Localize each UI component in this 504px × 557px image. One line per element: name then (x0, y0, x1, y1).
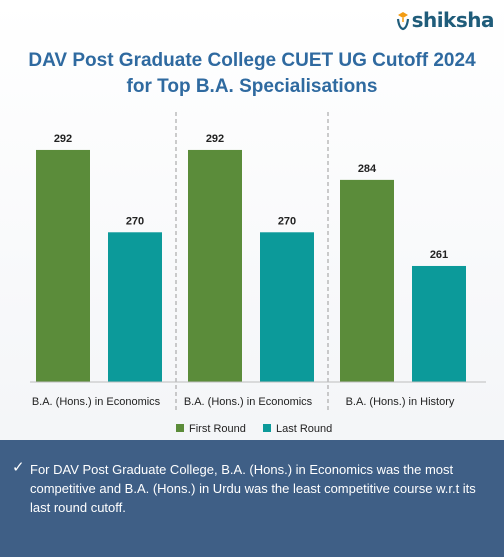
data-label-first-round-3: 284 (358, 163, 377, 175)
bar-last-round-2 (260, 232, 314, 382)
category-label-3: B.A. (Hons.) in History (346, 396, 455, 408)
bar-chart: 292 270 B.A. (Hons.) in Economics 292 270 B.A… (30, 112, 486, 435)
category-label-1: B.A. (Hons.) in Economics (32, 396, 161, 408)
category-label-2: B.A. (Hons.) in Economics (184, 396, 313, 408)
data-label-last-round-2: 270 (278, 215, 296, 227)
data-label-last-round-1: 270 (126, 215, 144, 227)
check-icon: ✓ (12, 459, 25, 476)
data-label-first-round-2: 292 (206, 133, 224, 145)
bar-last-round-3 (412, 265, 466, 382)
legend-label-last-round: Last Round (276, 423, 332, 435)
chart-title-line-2: for Top B.A. Specialisations (126, 76, 378, 97)
data-label-last-round-3: 261 (430, 249, 448, 261)
chart-title: DAV Post Graduate College CUET UG Cutoff… (0, 48, 504, 100)
insight-text: For DAV Post Graduate College, B.A. (Hon… (30, 462, 476, 515)
bar-first-round-2 (188, 149, 242, 382)
legend-label-first-round: First Round (189, 423, 246, 435)
bar-first-round-1 (36, 149, 90, 382)
insight-panel: ✓ For DAV Post Graduate College, B.A. (H… (0, 440, 504, 557)
legend-swatch-first-round (176, 424, 184, 432)
chart-title-line-1: DAV Post Graduate College CUET UG Cutoff… (28, 50, 476, 71)
brand-name: shiksha (411, 8, 495, 32)
bar-first-round-3 (340, 179, 394, 382)
bar-last-round-1 (108, 232, 162, 382)
shiksha-logo-icon (396, 12, 409, 31)
legend-swatch-last-round (263, 424, 271, 432)
brand-logo: shiksha (396, 8, 495, 32)
data-label-first-round-1: 292 (54, 133, 72, 145)
